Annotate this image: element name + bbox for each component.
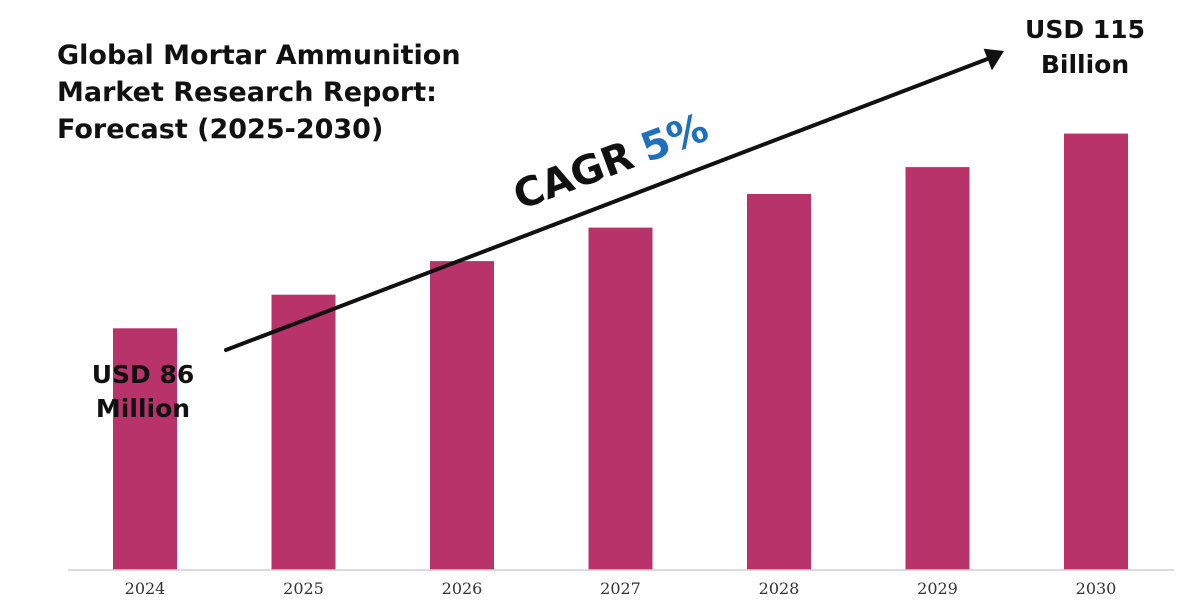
chart-title: Global Mortar Ammunition Market Research… <box>57 40 461 145</box>
growth-arrow-head <box>983 48 1004 71</box>
x-tick-label-2028: 2028 <box>759 579 800 598</box>
cagr-value: 5% <box>635 105 715 172</box>
bar-2028 <box>747 194 811 570</box>
x-tick-label-2026: 2026 <box>442 579 483 598</box>
bar-2026 <box>430 261 494 570</box>
end-value-callout: USD 115 Billion <box>1025 15 1145 79</box>
bar-group <box>113 133 1128 570</box>
x-tick-label-2030: 2030 <box>1076 579 1117 598</box>
end-value-label-line-2: Billion <box>1041 50 1129 79</box>
x-tick-label-2025: 2025 <box>283 579 324 598</box>
bar-2025 <box>271 294 336 570</box>
bar-2029 <box>905 167 970 570</box>
chart-title-line-3: Forecast (2025-2030) <box>57 114 383 145</box>
x-tick-label-2029: 2029 <box>917 579 958 598</box>
end-value-label-line-1: USD 115 <box>1025 15 1145 44</box>
start-value-callout: USD 86 Million <box>92 360 195 423</box>
x-tick-label-2027: 2027 <box>600 579 641 598</box>
growth-arrow-line <box>224 56 992 352</box>
bar-2024 <box>113 328 177 570</box>
x-tick-label-2024: 2024 <box>125 579 166 598</box>
chart-title-line-2: Market Research Report: <box>57 77 437 108</box>
chart-title-line-1: Global Mortar Ammunition <box>57 40 461 71</box>
start-value-label-line-1: USD 86 <box>92 360 195 389</box>
growth-arrow <box>224 48 1004 352</box>
start-value-label-line-2: Million <box>96 394 190 423</box>
cagr-label: CAGR <box>507 133 639 219</box>
x-tick-labels: 2024 2025 2026 2027 2028 2029 2030 <box>125 579 1117 598</box>
bar-2027 <box>588 227 653 570</box>
bar-2030 <box>1064 133 1128 570</box>
